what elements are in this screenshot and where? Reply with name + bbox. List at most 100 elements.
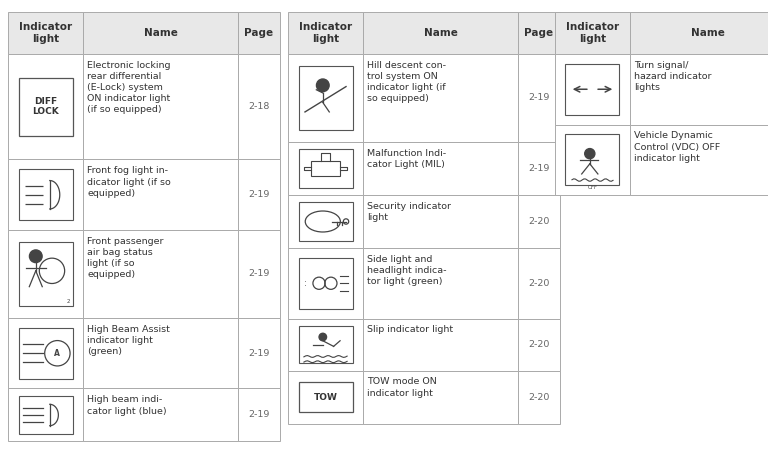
Bar bbox=[363, 248, 518, 318]
Bar bbox=[363, 318, 518, 371]
Text: Page: Page bbox=[525, 28, 554, 38]
Bar bbox=[363, 12, 518, 54]
Bar bbox=[238, 230, 280, 318]
Text: TOW: TOW bbox=[313, 392, 337, 401]
Bar bbox=[238, 318, 280, 389]
Bar bbox=[518, 12, 560, 54]
Bar bbox=[299, 258, 353, 308]
Text: TOW mode ON
indicator light: TOW mode ON indicator light bbox=[367, 377, 437, 398]
Bar bbox=[238, 159, 280, 230]
Bar bbox=[288, 318, 363, 371]
Text: 2-19: 2-19 bbox=[528, 93, 550, 102]
Bar bbox=[299, 382, 353, 412]
Text: 2-20: 2-20 bbox=[528, 217, 550, 226]
Text: Indicator
light: Indicator light bbox=[299, 22, 352, 44]
Text: 2: 2 bbox=[67, 299, 71, 304]
Text: Hill descent con-
trol system ON
indicator light (if
so equipped): Hill descent con- trol system ON indicat… bbox=[367, 61, 446, 103]
Bar bbox=[630, 12, 768, 54]
Bar bbox=[83, 12, 238, 54]
Text: 2-18: 2-18 bbox=[248, 102, 270, 111]
Bar bbox=[288, 54, 363, 142]
Text: Security indicator
light: Security indicator light bbox=[367, 202, 451, 222]
Bar bbox=[18, 396, 72, 434]
Bar bbox=[83, 159, 238, 230]
Text: Indicator
light: Indicator light bbox=[19, 22, 72, 44]
Bar bbox=[518, 318, 560, 371]
Text: Vehicle Dynamic
Control (VDC) OFF
indicator light: Vehicle Dynamic Control (VDC) OFF indica… bbox=[634, 131, 720, 163]
Text: High beam indi-
cator light (blue): High beam indi- cator light (blue) bbox=[87, 395, 167, 415]
Bar bbox=[18, 328, 72, 379]
Text: 2-19: 2-19 bbox=[528, 164, 550, 173]
Bar bbox=[518, 371, 560, 424]
Bar bbox=[8, 54, 83, 159]
Text: Indicator
light: Indicator light bbox=[566, 22, 619, 44]
Bar bbox=[630, 125, 768, 195]
Text: DIFF
LOCK: DIFF LOCK bbox=[32, 97, 59, 116]
Text: Name: Name bbox=[144, 28, 177, 38]
Bar bbox=[288, 248, 363, 318]
Bar bbox=[555, 12, 630, 54]
Bar bbox=[8, 389, 83, 442]
Bar bbox=[299, 149, 353, 188]
Bar bbox=[8, 12, 83, 54]
Bar bbox=[18, 169, 72, 220]
Bar bbox=[8, 159, 83, 230]
Text: Slip indicator light: Slip indicator light bbox=[367, 326, 453, 334]
Bar bbox=[299, 326, 353, 363]
Text: 2-20: 2-20 bbox=[528, 340, 550, 349]
Bar bbox=[555, 125, 630, 195]
Text: Front passenger
air bag status
light (if so
equipped): Front passenger air bag status light (if… bbox=[87, 237, 164, 280]
Bar bbox=[83, 54, 238, 159]
Bar bbox=[310, 161, 340, 176]
Bar bbox=[288, 142, 363, 195]
Bar bbox=[238, 389, 280, 442]
Bar bbox=[565, 64, 620, 115]
Text: 2-19: 2-19 bbox=[248, 270, 270, 279]
Bar bbox=[288, 195, 363, 248]
Text: 2-19: 2-19 bbox=[248, 190, 270, 199]
Circle shape bbox=[584, 149, 595, 159]
Bar bbox=[8, 230, 83, 318]
Ellipse shape bbox=[305, 211, 340, 232]
Text: Name: Name bbox=[690, 28, 724, 38]
Bar bbox=[565, 135, 620, 185]
Bar bbox=[238, 12, 280, 54]
Text: Front fog light in-
dicator light (if so
equipped): Front fog light in- dicator light (if so… bbox=[87, 167, 170, 198]
Text: Malfunction Indi-
cator Light (MIL): Malfunction Indi- cator Light (MIL) bbox=[367, 149, 446, 169]
Text: High Beam Assist
indicator light
(green): High Beam Assist indicator light (green) bbox=[87, 325, 170, 356]
Bar bbox=[630, 54, 768, 125]
Bar bbox=[518, 248, 560, 318]
Bar bbox=[363, 195, 518, 248]
Text: 2-19: 2-19 bbox=[248, 349, 270, 358]
Circle shape bbox=[319, 333, 326, 341]
Bar bbox=[83, 389, 238, 442]
Bar bbox=[18, 242, 72, 306]
Bar bbox=[518, 54, 560, 142]
Bar bbox=[18, 78, 72, 136]
Text: Electronic locking
rear differential
(E-Lock) system
ON indicator light
(if so e: Electronic locking rear differential (E-… bbox=[87, 61, 170, 115]
Bar bbox=[363, 142, 518, 195]
Text: Turn signal/
hazard indicator
lights: Turn signal/ hazard indicator lights bbox=[634, 61, 711, 92]
Bar bbox=[299, 202, 353, 241]
Text: 2-20: 2-20 bbox=[528, 279, 550, 288]
Text: 2-19: 2-19 bbox=[248, 410, 270, 419]
Text: 2-20: 2-20 bbox=[528, 392, 550, 401]
Bar bbox=[288, 371, 363, 424]
Bar bbox=[363, 54, 518, 142]
Circle shape bbox=[29, 250, 42, 263]
Bar bbox=[518, 142, 560, 195]
Text: Page: Page bbox=[244, 28, 273, 38]
Bar bbox=[288, 12, 363, 54]
Bar bbox=[555, 54, 630, 125]
Bar bbox=[299, 66, 353, 130]
Bar bbox=[238, 54, 280, 159]
Bar bbox=[518, 195, 560, 248]
Bar bbox=[8, 318, 83, 389]
Circle shape bbox=[316, 79, 329, 92]
Text: A: A bbox=[55, 349, 61, 358]
Bar bbox=[83, 230, 238, 318]
Text: :: : bbox=[303, 279, 306, 288]
Bar bbox=[83, 318, 238, 389]
Text: Side light and
headlight indica-
tor light (green): Side light and headlight indica- tor lig… bbox=[367, 255, 446, 286]
Text: Name: Name bbox=[424, 28, 458, 38]
